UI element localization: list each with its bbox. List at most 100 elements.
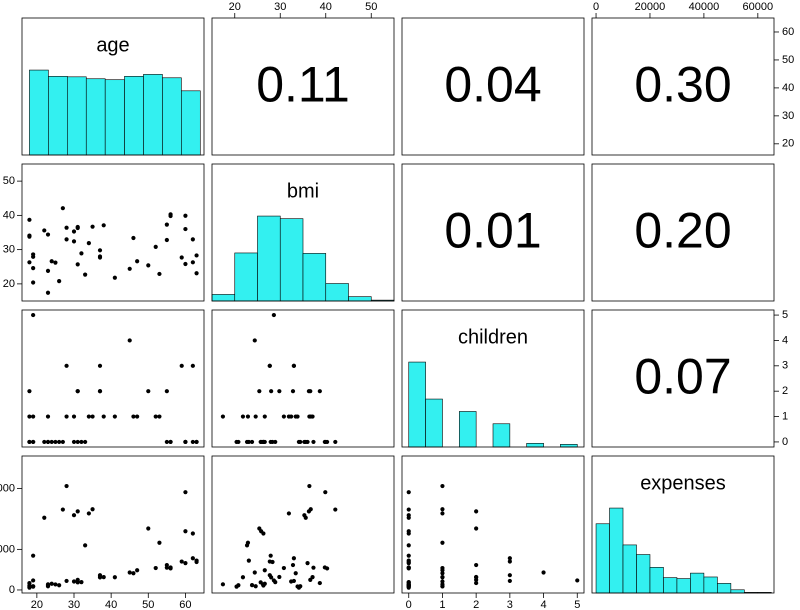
- scatter-point: [293, 414, 298, 419]
- scatter-point: [64, 363, 69, 368]
- scatter-point: [112, 414, 117, 419]
- x-tick-label: 20: [229, 1, 241, 13]
- scatter-point: [31, 439, 36, 445]
- scatter-point: [157, 540, 162, 545]
- scatter-point: [440, 483, 445, 489]
- scatter-point: [440, 571, 445, 576]
- correlation-value: 0.30: [634, 57, 731, 113]
- scatter-point: [27, 414, 32, 419]
- scatter-point: [79, 580, 84, 585]
- scatter-point: [291, 556, 296, 561]
- scatter-point: [325, 566, 330, 571]
- scatter-point: [64, 225, 69, 230]
- scatter-point: [269, 389, 274, 394]
- scatter-point: [164, 439, 169, 445]
- histogram-bar: [622, 544, 637, 594]
- scatter-point: [246, 439, 251, 445]
- scatter-point: [406, 531, 411, 536]
- scatter-point: [236, 583, 241, 588]
- scatter-point: [249, 439, 255, 445]
- scatter-point: [303, 439, 308, 445]
- scatter-point: [541, 570, 546, 575]
- y-tick-label: 40: [3, 209, 15, 221]
- scatter-point: [131, 571, 136, 576]
- y-tick-label: 50: [3, 175, 15, 187]
- histogram-bar: [279, 218, 304, 302]
- y-tick-label: 1: [782, 410, 788, 422]
- histogram-bar: [104, 79, 125, 156]
- panel-frame: [591, 163, 775, 302]
- scatter-point: [277, 389, 282, 394]
- scatter-point: [45, 414, 51, 419]
- scatter-point: [268, 553, 273, 558]
- panel-frame: [21, 163, 205, 302]
- correlation-value: 0.04: [444, 57, 541, 113]
- scatter-point: [45, 439, 51, 445]
- scatter-point: [311, 439, 316, 445]
- scatter-point: [308, 389, 313, 394]
- histogram-bar: [234, 252, 258, 302]
- scatter-point: [97, 248, 103, 253]
- scatter-point: [75, 224, 80, 230]
- scatter-point: [60, 439, 65, 445]
- scatter-point: [253, 584, 258, 589]
- y-tick-label: 5: [782, 309, 788, 321]
- scatter-point: [474, 562, 479, 568]
- scatter-point: [291, 363, 296, 368]
- scatter-point: [267, 363, 272, 368]
- histogram-bar: [348, 296, 372, 302]
- histogram-bar: [124, 76, 144, 156]
- scatter-point: [190, 237, 195, 242]
- scatter-point: [190, 439, 195, 445]
- panel-frame: [401, 455, 585, 594]
- scatter-point: [406, 490, 411, 495]
- scatter-point: [135, 414, 140, 419]
- scatter-point: [262, 439, 267, 445]
- panel-frame: [21, 455, 205, 594]
- scatter-point: [289, 579, 294, 584]
- scatter-point: [240, 414, 246, 419]
- panel-frame: [211, 309, 395, 448]
- scatter-point: [252, 338, 257, 343]
- scatter-point: [253, 414, 258, 419]
- scatter-point: [249, 582, 255, 588]
- x-tick-label: 20000: [635, 1, 666, 13]
- scatter-point: [281, 414, 286, 419]
- scatter-point: [262, 581, 267, 586]
- scatter-point: [257, 526, 262, 531]
- scatter-point: [194, 559, 199, 565]
- scatter-point: [507, 559, 512, 564]
- x-tick-label: 60: [179, 599, 191, 610]
- scatter-point: [75, 509, 80, 514]
- x-tick-label: 0: [406, 599, 412, 610]
- scatter-point: [293, 571, 298, 576]
- scatter-point: [406, 565, 411, 570]
- scatter-point: [194, 253, 199, 258]
- scatter-point: [281, 565, 286, 571]
- scatter-point: [42, 439, 47, 445]
- histogram-bar: [458, 411, 477, 448]
- scatter-point: [270, 559, 275, 565]
- scatter-point: [164, 222, 169, 227]
- panel-frame: [591, 455, 775, 594]
- histogram-bar: [609, 507, 624, 594]
- correlation-value: 0.11: [256, 57, 350, 113]
- y-tick-label: 3: [782, 360, 788, 372]
- scatter-point: [112, 275, 117, 280]
- histogram-bar: [690, 572, 705, 594]
- scatter-point: [45, 268, 51, 273]
- scatter-point: [31, 578, 36, 583]
- histogram-bar: [29, 69, 49, 156]
- scatter-point: [153, 244, 158, 249]
- scatter-point: [153, 414, 158, 419]
- scatter-point: [71, 439, 77, 445]
- scatter-point: [86, 414, 91, 419]
- scatter-point: [245, 540, 251, 545]
- scatter-point: [296, 439, 302, 445]
- scatter-point: [333, 507, 338, 512]
- scatter-point: [83, 543, 88, 548]
- variable-label: age: [96, 34, 129, 56]
- scatter-point: [90, 507, 95, 512]
- y-tick-label: 50: [782, 54, 794, 66]
- scatter-point: [101, 414, 106, 419]
